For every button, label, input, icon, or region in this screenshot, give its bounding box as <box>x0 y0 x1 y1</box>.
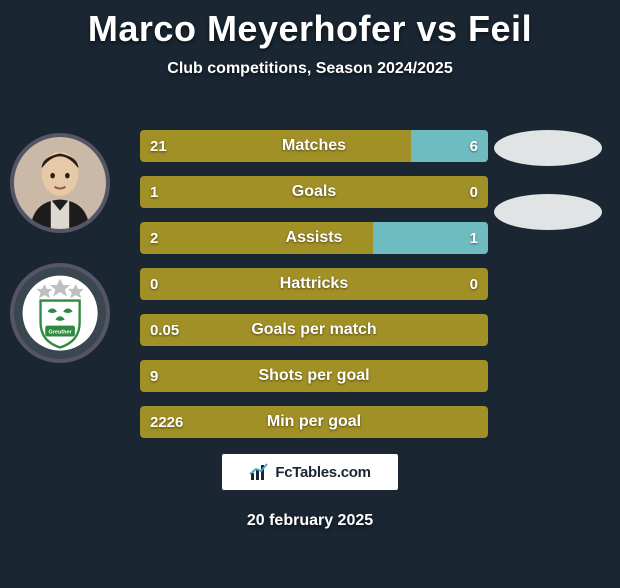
stat-value-left: 9 <box>150 360 158 392</box>
stat-bars: 216Matches10Goals21Assists00Hattricks0.0… <box>140 130 488 438</box>
stat-label: Hattricks <box>140 268 488 300</box>
ellipse-2 <box>494 194 602 230</box>
stat-bar: 216Matches <box>140 130 488 162</box>
brand-badge: FcTables.com <box>222 454 398 490</box>
stat-bar: 1 0Goals <box>140 176 488 208</box>
page-subtitle: Club competitions, Season 2024/2025 <box>0 60 620 78</box>
stat-value-right: 0 <box>470 176 478 208</box>
brand-chart-icon <box>249 462 269 482</box>
ellipse-1 <box>494 130 602 166</box>
stat-bar: 0.05Goals per match <box>140 314 488 346</box>
person-icon <box>14 137 106 229</box>
stat-bar: 9Shots per goal <box>140 360 488 392</box>
stat-value-left: 2 <box>150 222 158 254</box>
player1-avatar <box>10 133 110 233</box>
svg-text:Greuther: Greuther <box>48 329 72 335</box>
player2-avatar: Greuther <box>10 263 110 363</box>
page-title: Marco Meyerhofer vs Feil <box>0 8 620 50</box>
stat-bar: 21Assists <box>140 222 488 254</box>
stat-value-left: 2226 <box>150 406 183 438</box>
stat-value-right: 0 <box>470 268 478 300</box>
avatars: Greuther <box>10 133 110 363</box>
stat-value-left: 0.05 <box>150 314 179 346</box>
stat-label: Min per goal <box>140 406 488 438</box>
stat-bar: 0 0Hattricks <box>140 268 488 300</box>
stat-value-left: 1 <box>150 176 158 208</box>
stat-label: Goals <box>140 176 488 208</box>
stat-label: Shots per goal <box>140 360 488 392</box>
stat-bar-highlight <box>411 130 488 162</box>
date-text: 20 february 2025 <box>0 512 620 530</box>
stat-bar: 2226Min per goal <box>140 406 488 438</box>
stat-value-left: 21 <box>150 130 167 162</box>
stat-label: Goals per match <box>140 314 488 346</box>
brand-text: FcTables.com <box>275 464 370 481</box>
club-crest-icon: Greuther <box>21 274 99 352</box>
stat-bar-highlight <box>373 222 488 254</box>
stat-value-left: 0 <box>150 268 158 300</box>
ellipses <box>494 130 602 230</box>
